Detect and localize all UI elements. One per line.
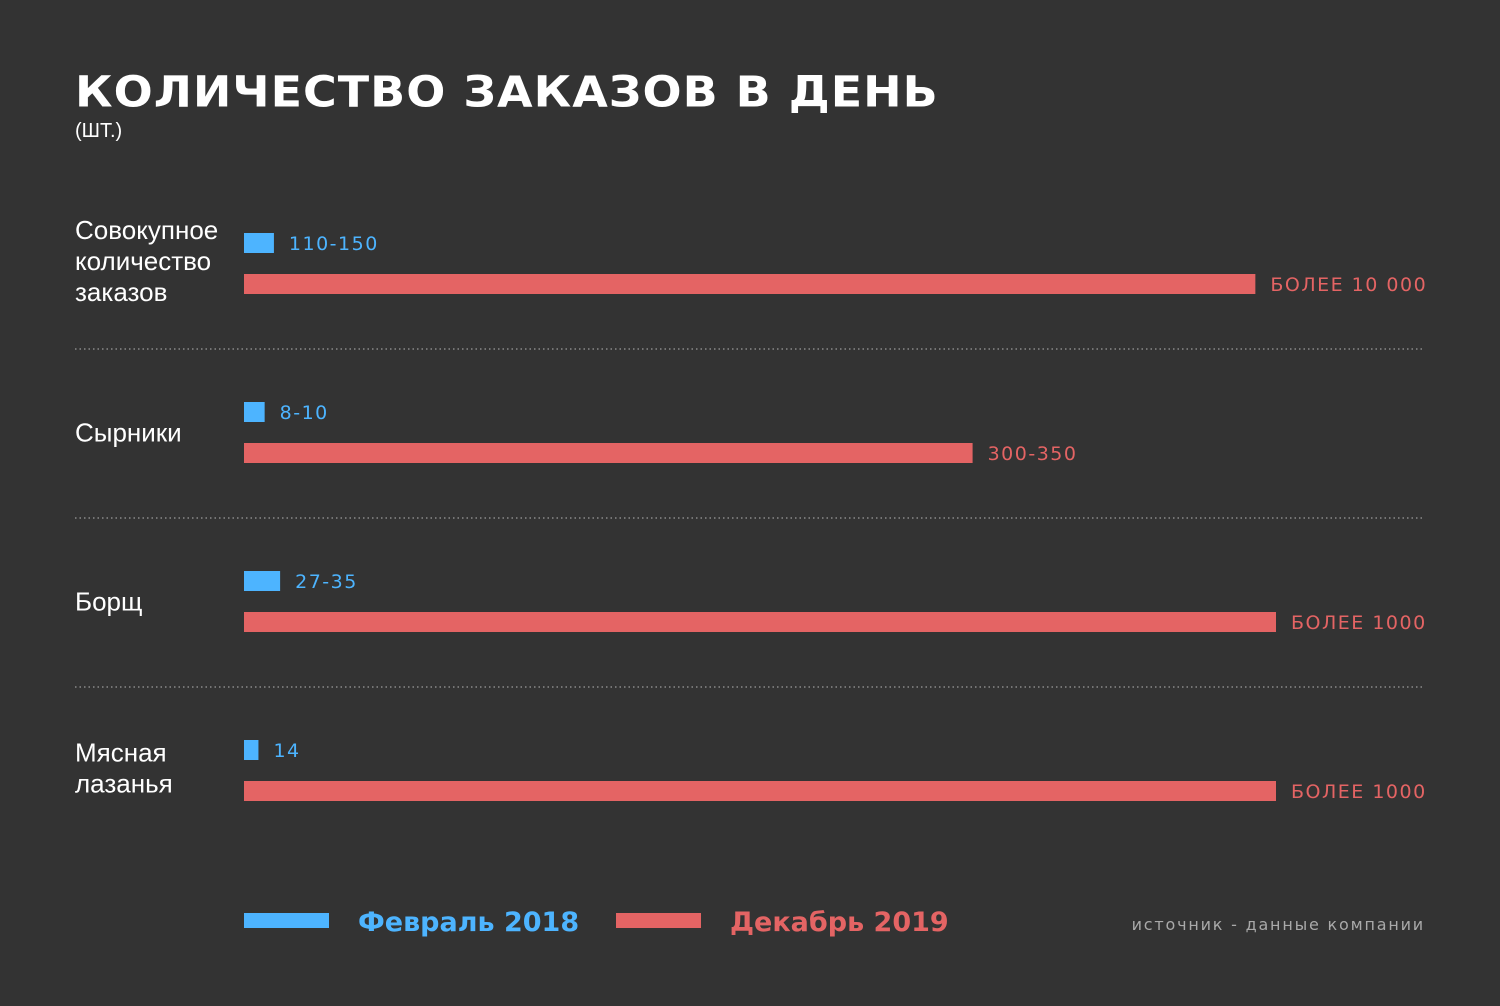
data-label: 300-350 [988, 443, 1078, 465]
legend-swatch-dec-2019 [616, 913, 701, 928]
bar-dec-2019 [244, 612, 1276, 632]
category-label-line: Совокупное [75, 215, 218, 245]
bar-dec-2019 [244, 274, 1256, 294]
category-label: Борщ [75, 587, 142, 617]
source-note: источник - данные компании [1131, 915, 1425, 934]
chart-title: КОЛИЧЕСТВО ЗАКАЗОВ В ДЕНЬ [75, 66, 939, 117]
bar-feb-2018 [244, 571, 281, 591]
data-label: 14 [273, 740, 300, 762]
data-label: БОЛЕЕ 10 000 [1270, 274, 1427, 296]
category-label-line: заказов [75, 277, 167, 307]
category-label-line: лазанья [75, 769, 173, 799]
data-label: БОЛЕЕ 1000 [1291, 612, 1427, 634]
category-label: Мясная лазанья [75, 738, 173, 799]
data-label: 27-35 [295, 571, 358, 593]
bar-feb-2018 [244, 233, 274, 253]
bar-feb-2018 [244, 740, 259, 760]
legend-swatch-feb-2018 [244, 913, 329, 928]
data-label: 110-150 [289, 233, 379, 255]
category-label: Совокупное количество заказов [75, 215, 218, 307]
data-label: 8-10 [280, 402, 329, 424]
legend-label: Февраль 2018 [358, 907, 579, 938]
category-label: Сырники [75, 418, 182, 448]
bar-dec-2019 [244, 443, 973, 463]
legend-label: Декабрь 2019 [730, 907, 949, 938]
category-label-line: количество [75, 246, 211, 276]
bar-feb-2018 [244, 402, 265, 422]
category-label-line: Сырники [75, 418, 182, 448]
category-label-line: Мясная [75, 738, 167, 768]
data-label: БОЛЕЕ 1000 [1291, 781, 1427, 803]
chart-subtitle: (ШТ.) [75, 120, 123, 142]
category-label-line: Борщ [75, 587, 142, 617]
bar-dec-2019 [244, 781, 1276, 801]
